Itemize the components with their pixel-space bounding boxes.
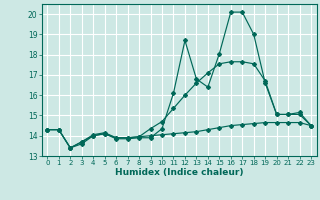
X-axis label: Humidex (Indice chaleur): Humidex (Indice chaleur): [115, 168, 244, 177]
